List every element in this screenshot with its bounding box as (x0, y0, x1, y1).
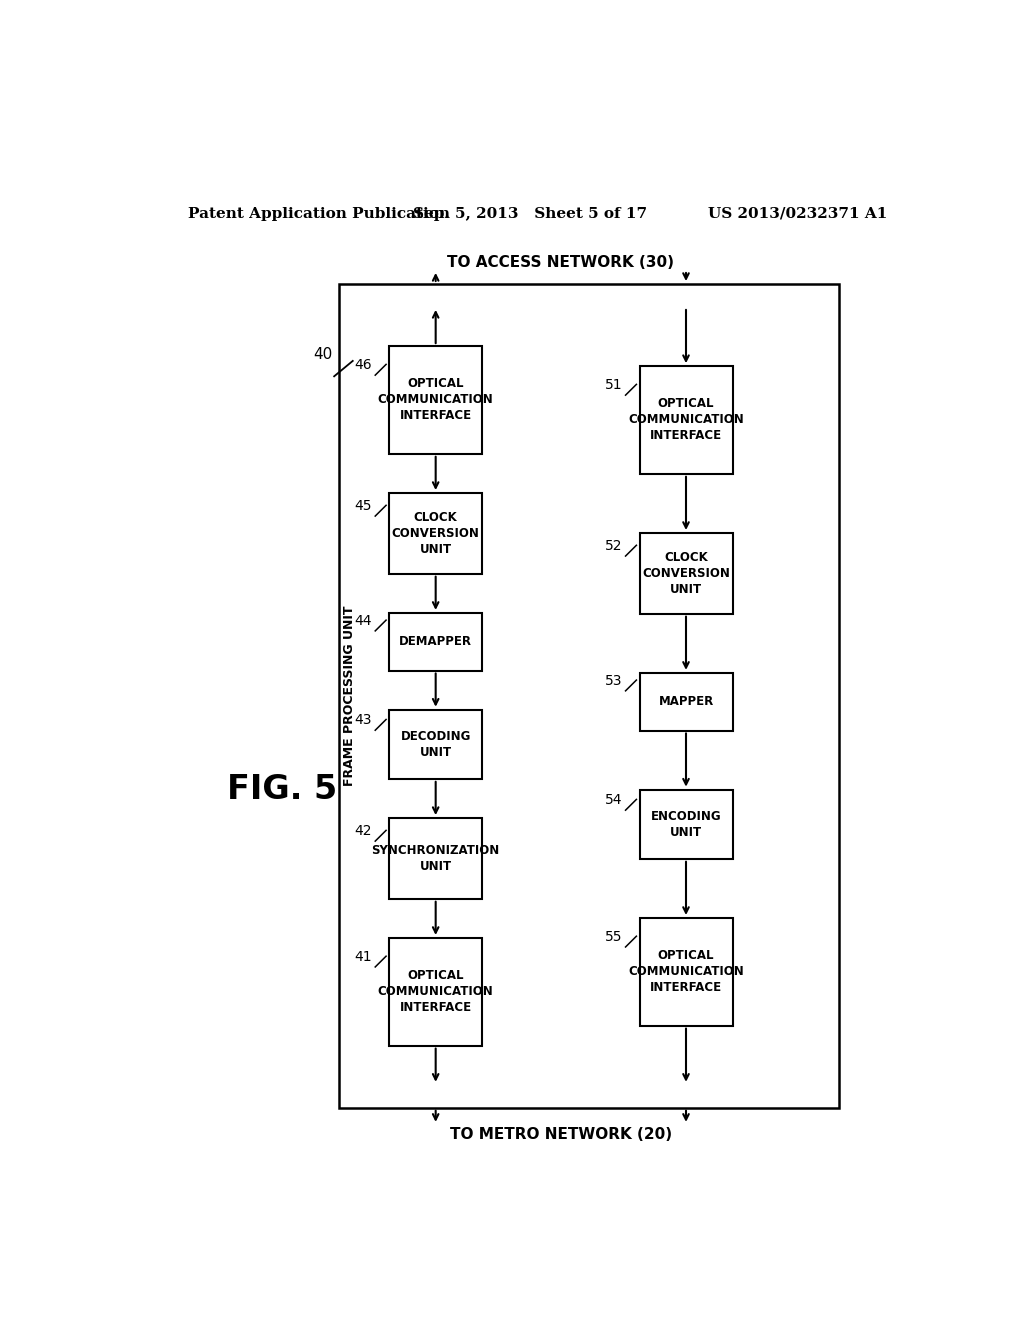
Text: 41: 41 (354, 950, 372, 964)
Text: US 2013/0232371 A1: US 2013/0232371 A1 (708, 207, 887, 220)
Text: DEMAPPER: DEMAPPER (399, 635, 472, 648)
Text: ENCODING
UNIT: ENCODING UNIT (650, 809, 721, 838)
Text: OPTICAL
COMMUNICATION
INTERFACE: OPTICAL COMMUNICATION INTERFACE (378, 378, 494, 422)
Text: 43: 43 (354, 713, 372, 727)
Bar (389, 612, 482, 671)
Text: OPTICAL
COMMUNICATION
INTERFACE: OPTICAL COMMUNICATION INTERFACE (628, 949, 743, 994)
Text: CLOCK
CONVERSION
UNIT: CLOCK CONVERSION UNIT (642, 550, 730, 595)
Bar (640, 366, 732, 474)
Text: 45: 45 (354, 499, 372, 513)
Bar (339, 284, 840, 1107)
Text: DECODING
UNIT: DECODING UNIT (400, 730, 471, 759)
Text: TO ACCESS NETWORK (30): TO ACCESS NETWORK (30) (447, 255, 675, 269)
Text: SYNCHRONIZATION
UNIT: SYNCHRONIZATION UNIT (372, 843, 500, 873)
Bar (389, 939, 482, 1045)
Text: FRAME PROCESSING UNIT: FRAME PROCESSING UNIT (343, 606, 356, 787)
Text: FIG. 5: FIG. 5 (227, 774, 338, 807)
Bar (640, 917, 732, 1026)
Bar (389, 710, 482, 779)
Bar (389, 346, 482, 454)
Bar (389, 492, 482, 574)
Bar (640, 673, 732, 730)
Text: 46: 46 (354, 358, 372, 372)
Text: CLOCK
CONVERSION
UNIT: CLOCK CONVERSION UNIT (392, 511, 479, 556)
Text: 53: 53 (605, 673, 623, 688)
Bar (389, 818, 482, 899)
Text: 51: 51 (605, 378, 623, 392)
Text: MAPPER: MAPPER (658, 696, 714, 708)
Text: OPTICAL
COMMUNICATION
INTERFACE: OPTICAL COMMUNICATION INTERFACE (378, 969, 494, 1014)
Bar (640, 789, 732, 859)
Text: 42: 42 (354, 824, 372, 838)
Text: OPTICAL
COMMUNICATION
INTERFACE: OPTICAL COMMUNICATION INTERFACE (628, 397, 743, 442)
Text: Patent Application Publication: Patent Application Publication (188, 207, 451, 220)
Text: TO METRO NETWORK (20): TO METRO NETWORK (20) (450, 1127, 672, 1142)
Text: 55: 55 (605, 931, 623, 944)
Text: 54: 54 (605, 793, 623, 807)
Text: Sep. 5, 2013   Sheet 5 of 17: Sep. 5, 2013 Sheet 5 of 17 (414, 207, 647, 220)
Text: 44: 44 (354, 614, 372, 628)
Text: 40: 40 (313, 347, 333, 362)
Text: 52: 52 (605, 539, 623, 553)
Bar (640, 533, 732, 614)
